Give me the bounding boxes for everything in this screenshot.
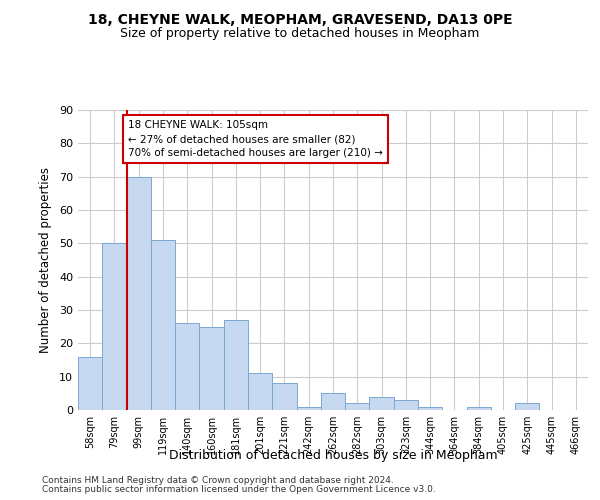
Bar — [248, 374, 272, 410]
Bar — [467, 406, 491, 410]
Bar — [418, 406, 442, 410]
Bar — [102, 244, 127, 410]
Bar — [296, 406, 321, 410]
Bar — [127, 176, 151, 410]
Bar — [224, 320, 248, 410]
Bar — [345, 404, 370, 410]
Bar — [78, 356, 102, 410]
Text: 18, CHEYNE WALK, MEOPHAM, GRAVESEND, DA13 0PE: 18, CHEYNE WALK, MEOPHAM, GRAVESEND, DA1… — [88, 12, 512, 26]
Y-axis label: Number of detached properties: Number of detached properties — [39, 167, 52, 353]
Text: 18 CHEYNE WALK: 105sqm
← 27% of detached houses are smaller (82)
70% of semi-det: 18 CHEYNE WALK: 105sqm ← 27% of detached… — [128, 120, 383, 158]
Text: Contains HM Land Registry data © Crown copyright and database right 2024.: Contains HM Land Registry data © Crown c… — [42, 476, 394, 485]
Text: Contains public sector information licensed under the Open Government Licence v3: Contains public sector information licen… — [42, 485, 436, 494]
Bar — [370, 396, 394, 410]
Text: Size of property relative to detached houses in Meopham: Size of property relative to detached ho… — [121, 28, 479, 40]
Bar — [175, 324, 199, 410]
Bar — [272, 384, 296, 410]
Bar — [321, 394, 345, 410]
Bar — [151, 240, 175, 410]
Bar — [394, 400, 418, 410]
Text: Distribution of detached houses by size in Meopham: Distribution of detached houses by size … — [169, 448, 497, 462]
Bar — [199, 326, 224, 410]
Bar — [515, 404, 539, 410]
